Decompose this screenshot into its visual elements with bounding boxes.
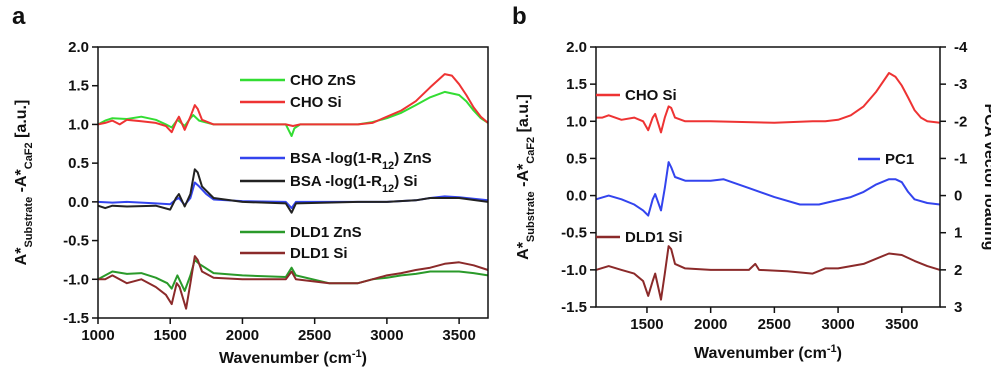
y-tick-label: 0.0 (68, 194, 89, 211)
y-tick-label: -1.5 (63, 310, 89, 327)
series-line-2 (595, 245, 941, 301)
x-tick-label: 2000 (694, 316, 727, 333)
x-tick-label: 3000 (370, 327, 403, 344)
x-tick-label: 3500 (885, 316, 918, 333)
y-tick-label: 0.5 (566, 150, 587, 167)
legend-label: DLD1 ZnS (290, 224, 362, 241)
panel-b: b 2.0 1.5 1.0 0.5 0.0 -0.5 -1.0 -1.5 1500 2000 2500… (512, 3, 991, 362)
y-tick-label: 0.5 (68, 155, 89, 172)
y2-tick-label: 0 (954, 188, 962, 205)
legend-label-main: BSA -log(1-R (290, 150, 382, 167)
x-tick-label: 1000 (81, 327, 114, 344)
y-title-b-sub: CaF2 (525, 137, 537, 164)
plot-frame (97, 46, 489, 319)
y2-tick-label: -3 (954, 76, 967, 93)
legend-label-main: DLD1 Si (290, 245, 348, 262)
series-line-3 (97, 168, 489, 214)
x-title-sup: -1 (827, 343, 837, 355)
legend-label: CHO ZnS (290, 72, 356, 89)
legend-label: CHO Si (290, 94, 342, 111)
x-title-tail: ) (837, 345, 842, 362)
y-tick-label: -0.5 (561, 225, 587, 242)
legend-label: DLD1 Si (290, 245, 348, 262)
panel-letter: b (512, 3, 527, 30)
legend-label-sub: 12 (382, 160, 394, 172)
y-tick-label: -1.0 (63, 271, 89, 288)
legend-label-main: CHO ZnS (290, 72, 356, 89)
y-title-b-sub: CaF2 (23, 142, 35, 169)
x-tick-label: 1500 (154, 327, 187, 344)
y-title-mid: -A* (515, 163, 532, 191)
legend-label-main: PC1 (885, 151, 914, 168)
y-title-a-sub: Substrate (525, 191, 537, 242)
x-tick-label: 2500 (298, 327, 331, 344)
legend-label-sub: 12 (382, 183, 394, 195)
series-line-1 (97, 73, 489, 134)
x-tick-label: 2000 (226, 327, 259, 344)
legend-label-tail: ) Si (394, 173, 417, 190)
legend-label-main: BSA -log(1-R (290, 173, 382, 190)
y2-tick-label: 2 (954, 262, 962, 279)
y-tick-label: 1.5 (566, 76, 587, 93)
legend-label: DLD1 Si (625, 229, 683, 246)
x-tick-label: 3500 (442, 327, 475, 344)
legend-label: BSA -log(1-R12) ZnS (290, 150, 432, 172)
y-tick-label: 2.0 (566, 39, 587, 56)
y-title-mid: -A* (13, 168, 30, 196)
y-tick-label: 0.0 (566, 188, 587, 205)
x-tick-label: 2500 (758, 316, 791, 333)
y-axis-title: A*Substrate -A*CaF2 [a.u.] (515, 94, 537, 260)
y-title-tail: [a.u.] (13, 100, 30, 143)
x-title-main: Wavenumber (cm (694, 345, 827, 362)
plot-frame (595, 46, 941, 308)
series-line-5 (98, 255, 489, 310)
y-title-a: A* (13, 247, 30, 266)
legend-label-tail: ) ZnS (394, 150, 432, 167)
legend-label: BSA -log(1-R12) Si (290, 173, 418, 195)
y2-tick-label: 1 (954, 225, 962, 242)
y-tick-label: 1.5 (68, 78, 89, 95)
y-tick-label: 1.0 (566, 113, 587, 130)
x-axis-title: Wavenumber (cm-1) (694, 343, 842, 362)
x-tick-label: 1500 (630, 316, 663, 333)
y-tick-label: -0.5 (63, 233, 89, 250)
y2-tick-label: -4 (954, 39, 968, 56)
series-line-1 (595, 161, 941, 217)
x-axis-title: Wavenumber (cm-1) (219, 348, 367, 367)
legend-label: CHO Si (625, 87, 677, 104)
series-line-4 (97, 258, 489, 292)
legend-label-main: CHO Si (290, 94, 342, 111)
y2-tick-label: 3 (954, 299, 962, 316)
y-tick-label: -1.0 (561, 262, 587, 279)
y-axis-title: A*Substrate -A*CaF2 [a.u.] (13, 100, 35, 266)
y-title-a-sub: Substrate (23, 197, 35, 248)
y2-tick-label: -1 (954, 150, 967, 167)
panel-letter: a (12, 3, 26, 30)
legend-label-main: CHO Si (625, 87, 677, 104)
y-tick-label: 2.0 (68, 39, 89, 56)
legend-label-main: DLD1 ZnS (290, 224, 362, 241)
legend-label: PC1 (885, 151, 914, 168)
x-title-tail: ) (362, 350, 367, 367)
legend-label-main: DLD1 Si (625, 229, 683, 246)
y-tick-label: 1.0 (68, 116, 89, 133)
y2-axis-title: PCA vector loading (981, 104, 991, 251)
x-title-main: Wavenumber (cm (219, 350, 352, 367)
y-tick-label: -1.5 (561, 299, 587, 316)
x-tick-label: 3000 (821, 316, 854, 333)
x-title-sup: -1 (352, 348, 362, 360)
y-title-tail: [a.u.] (515, 94, 532, 137)
y-title-a: A* (515, 241, 532, 260)
series-line-0 (596, 72, 941, 134)
y2-tick-label: -2 (954, 113, 967, 130)
